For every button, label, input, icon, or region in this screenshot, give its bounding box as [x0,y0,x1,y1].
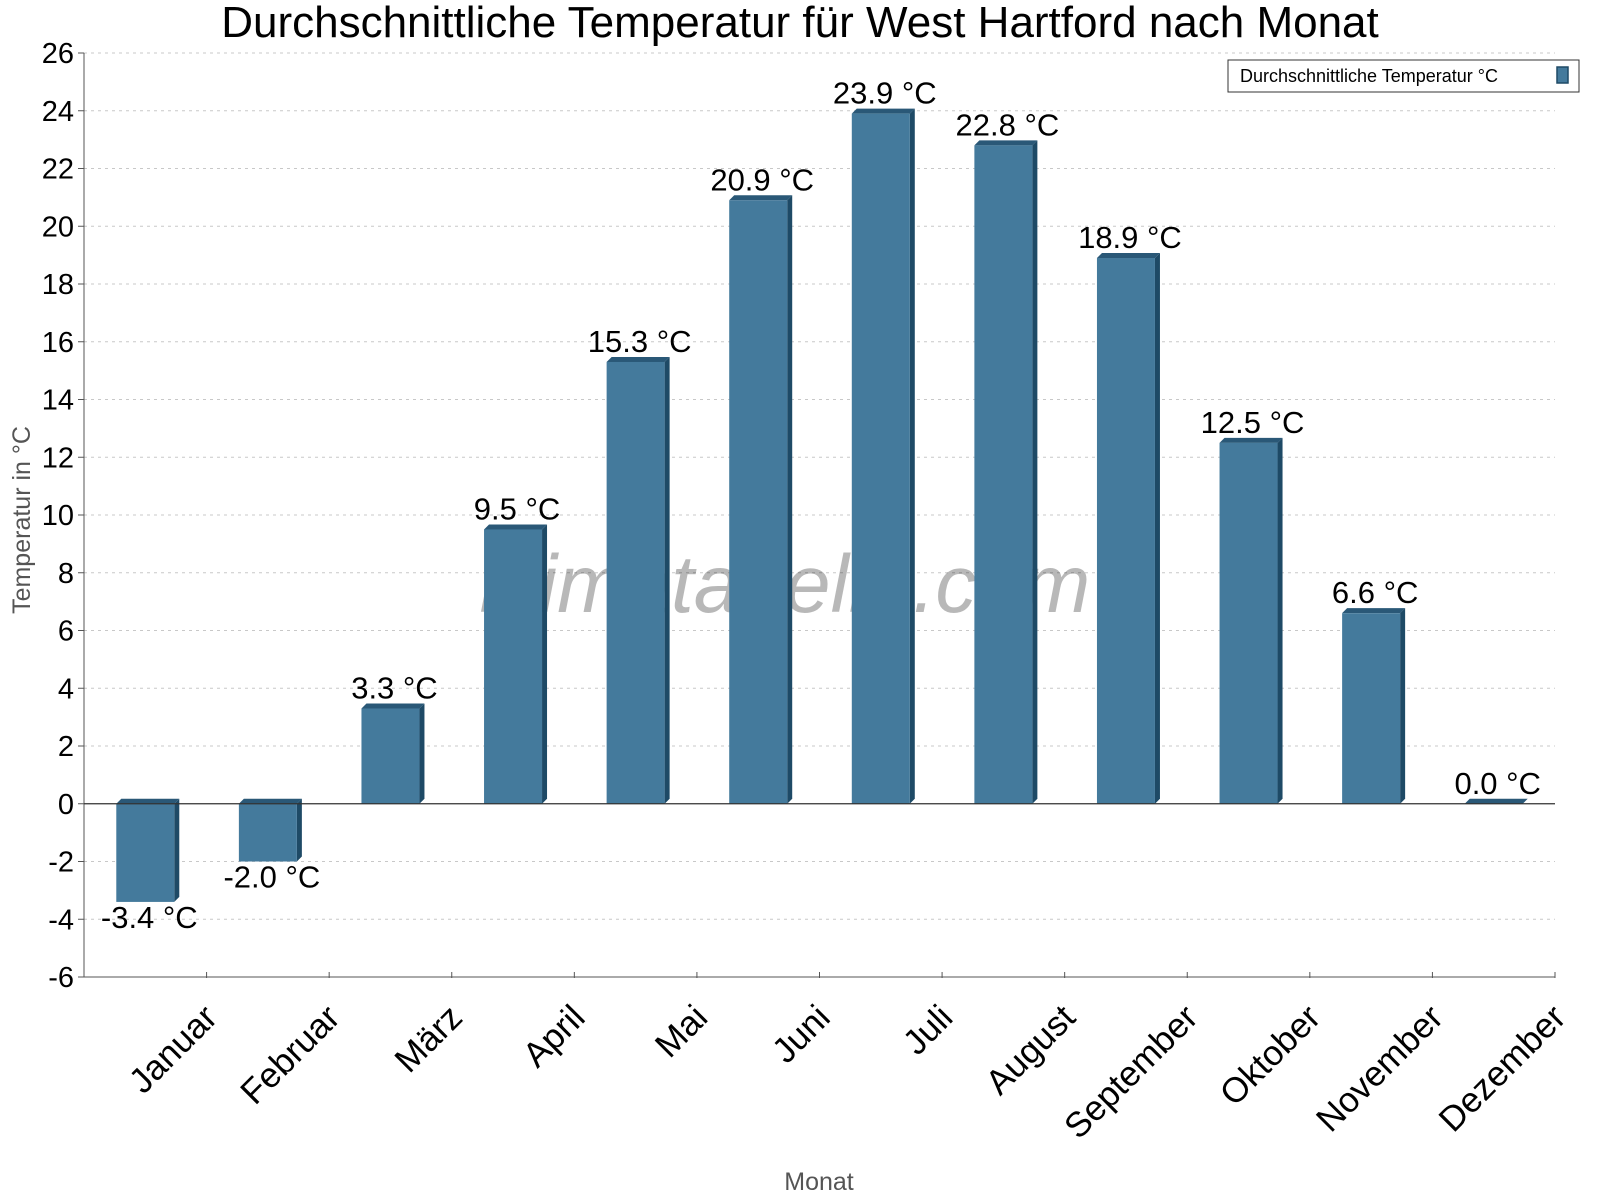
y-tick-label: 14 [42,385,74,417]
data-label: -3.4 °C [101,900,198,935]
x-axis-title: Monat [784,1168,854,1196]
data-label: -2.0 °C [223,860,320,895]
y-tick-label: 4 [58,673,74,705]
bar [1219,442,1278,804]
data-label: 12.5 °C [1201,405,1305,440]
x-tick-label: November [1309,997,1451,1139]
x-tick-label: März [387,998,470,1081]
bar-side [909,108,915,804]
y-tick-label: 10 [42,500,74,532]
bar-top [361,703,425,709]
data-label: 22.8 °C [956,107,1060,142]
bar-top [1464,798,1528,804]
x-tick-label: August [978,997,1083,1102]
chart-title: Durchschnittliche Temperatur für West Ha… [221,0,1379,47]
data-label: 18.9 °C [1078,220,1182,255]
bar-side [296,798,302,862]
y-tick-label: -6 [48,962,74,994]
bar-top [238,798,302,804]
bar-side [787,195,793,804]
bar-side [1032,140,1038,804]
bar-top [1219,437,1283,443]
y-axis-title: Temperatur in °C [8,426,36,614]
bar [729,200,788,804]
x-tick-label: April [515,998,592,1075]
y-tick-label: 2 [58,731,74,763]
data-label: 3.3 °C [351,670,438,705]
data-label: 20.9 °C [710,162,814,197]
y-tick-label: 8 [58,558,74,590]
y-tick-label: 22 [42,154,74,186]
y-tick-label: 18 [42,269,74,301]
x-tick-label: Dezember [1431,997,1573,1139]
bar-top [1342,608,1406,614]
bar [606,361,665,804]
x-tick-label: Juli [896,998,961,1063]
legend-swatch [1556,66,1569,84]
bar-side [1277,437,1283,804]
bar [484,529,543,804]
bar [1096,258,1155,804]
bar [116,803,175,902]
data-label: 9.5 °C [474,491,561,526]
bar-top [484,524,548,530]
legend-box [1227,59,1580,93]
bar-side [542,524,548,804]
bar-side [419,703,425,804]
bar [238,803,297,862]
bar [974,145,1033,804]
bar-side [174,798,180,902]
y-tick-label: 26 [42,38,74,70]
data-label: 0.0 °C [1454,766,1541,801]
y-tick-label: 16 [42,327,74,359]
legend-label: Durchschnittliche Temperatur °C [1240,66,1498,86]
x-tick-label: Juni [765,998,838,1071]
bar-top [606,356,670,362]
bar [851,113,910,804]
data-label: 6.6 °C [1332,575,1419,610]
y-tick-label: -4 [48,904,74,936]
x-tick-label: Oktober [1212,997,1328,1113]
bar-top [729,195,793,201]
bar-top [1096,253,1160,259]
x-tick-label: Mai [648,998,715,1065]
y-tick-label: 12 [42,442,74,474]
x-tick-label: Januar [122,997,225,1100]
y-tick-label: 6 [58,616,74,648]
bar-top [851,108,915,114]
bar-top [116,798,180,804]
bar-top [974,140,1038,146]
y-tick-label: 0 [58,789,74,821]
x-tick-label: Februar [233,997,347,1111]
data-label: 23.9 °C [833,76,937,111]
y-tick-label: 20 [42,211,74,243]
bar-side [1400,608,1406,804]
y-tick-label: -2 [48,847,74,879]
data-label: 15.3 °C [588,324,692,359]
bar-side [664,356,670,804]
bar-side [1154,253,1160,804]
bar [361,708,420,804]
bar [1342,613,1401,804]
x-tick-label: September [1057,997,1206,1146]
y-tick-label: 24 [42,96,74,128]
